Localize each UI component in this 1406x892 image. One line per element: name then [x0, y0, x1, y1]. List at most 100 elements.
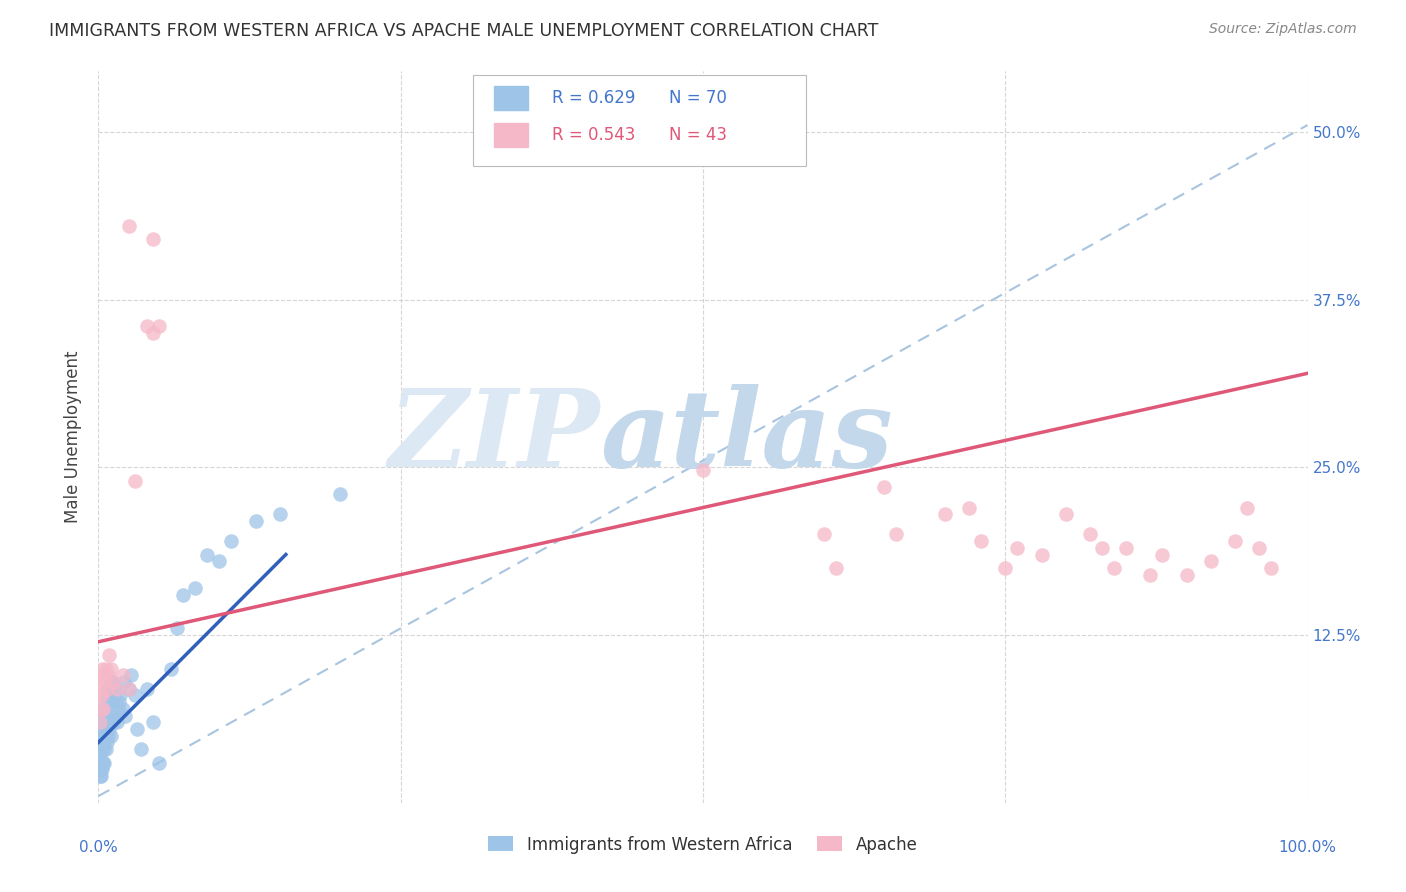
- Point: [91, 722, 114, 736]
- Point: [97, 729, 120, 743]
- Point: [1054, 508, 1077, 522]
- Point: [89, 689, 111, 703]
- Point: [142, 232, 165, 246]
- Point: [111, 668, 134, 682]
- Point: [1236, 500, 1258, 515]
- Point: [142, 715, 165, 730]
- Point: [124, 689, 146, 703]
- Point: [93, 756, 115, 770]
- Point: [89, 769, 111, 783]
- Point: [112, 675, 135, 690]
- Point: [825, 561, 848, 575]
- Point: [1091, 541, 1114, 555]
- Point: [118, 681, 141, 696]
- Point: [1102, 561, 1125, 575]
- Point: [148, 756, 170, 770]
- Point: [91, 715, 114, 730]
- Point: [90, 675, 112, 690]
- Point: [142, 326, 165, 340]
- Point: [91, 756, 114, 770]
- Point: [100, 729, 122, 743]
- Point: [94, 695, 117, 709]
- Point: [90, 762, 112, 776]
- Point: [957, 500, 980, 515]
- Point: [98, 695, 121, 709]
- Point: [107, 702, 129, 716]
- Point: [104, 695, 127, 709]
- Point: [91, 756, 114, 770]
- Point: [101, 708, 124, 723]
- Text: IMMIGRANTS FROM WESTERN AFRICA VS APACHE MALE UNEMPLOYMENT CORRELATION CHART: IMMIGRANTS FROM WESTERN AFRICA VS APACHE…: [49, 22, 879, 40]
- Y-axis label: Male Unemployment: Male Unemployment: [65, 351, 83, 524]
- Point: [160, 662, 183, 676]
- Point: [90, 756, 112, 770]
- Point: [100, 715, 122, 730]
- Point: [91, 702, 114, 716]
- Point: [97, 681, 120, 696]
- Point: [108, 689, 131, 703]
- Point: [91, 762, 114, 776]
- Point: [886, 527, 908, 541]
- Point: [93, 722, 115, 736]
- Point: [103, 715, 125, 730]
- Point: [101, 675, 124, 690]
- Point: [94, 742, 117, 756]
- Point: [91, 735, 114, 749]
- Text: R = 0.629: R = 0.629: [551, 89, 636, 107]
- Point: [91, 689, 114, 703]
- Point: [89, 715, 111, 730]
- Point: [692, 463, 714, 477]
- Point: [91, 668, 114, 682]
- Point: [91, 662, 114, 676]
- Point: [118, 219, 141, 233]
- Point: [100, 681, 122, 696]
- Text: Source: ZipAtlas.com: Source: ZipAtlas.com: [1209, 22, 1357, 37]
- Point: [101, 675, 124, 690]
- Text: 0.0%: 0.0%: [79, 840, 118, 855]
- Text: N = 70: N = 70: [669, 89, 727, 107]
- Point: [1223, 534, 1246, 549]
- Point: [89, 748, 111, 763]
- Point: [1007, 541, 1029, 555]
- Point: [1175, 567, 1198, 582]
- Point: [94, 662, 117, 676]
- Bar: [494, 86, 527, 110]
- Text: N = 43: N = 43: [669, 126, 727, 144]
- Point: [118, 681, 141, 696]
- Text: 100.0%: 100.0%: [1278, 840, 1337, 855]
- Point: [184, 581, 207, 595]
- Point: [90, 729, 112, 743]
- Point: [1260, 561, 1282, 575]
- Point: [1152, 548, 1174, 562]
- Point: [103, 689, 125, 703]
- Point: [97, 668, 120, 682]
- Point: [1031, 548, 1053, 562]
- Point: [970, 534, 993, 549]
- Point: [91, 708, 114, 723]
- Point: [1115, 541, 1137, 555]
- Point: [813, 527, 835, 541]
- Point: [108, 695, 131, 709]
- Legend: Immigrants from Western Africa, Apache: Immigrants from Western Africa, Apache: [482, 829, 924, 860]
- Point: [135, 681, 157, 696]
- Point: [105, 681, 128, 696]
- Point: [89, 735, 111, 749]
- Point: [195, 548, 218, 562]
- Point: [90, 722, 112, 736]
- Text: atlas: atlas: [600, 384, 893, 490]
- Point: [97, 708, 120, 723]
- FancyBboxPatch shape: [474, 75, 806, 167]
- Point: [98, 722, 121, 736]
- Text: R = 0.543: R = 0.543: [551, 126, 636, 144]
- Point: [124, 474, 146, 488]
- Text: ZIP: ZIP: [389, 384, 600, 490]
- Point: [96, 689, 118, 703]
- Point: [96, 681, 118, 696]
- Point: [98, 648, 121, 662]
- Bar: [494, 122, 527, 146]
- Point: [90, 769, 112, 783]
- Point: [100, 708, 122, 723]
- Point: [269, 508, 291, 522]
- Point: [91, 742, 114, 756]
- Point: [93, 675, 115, 690]
